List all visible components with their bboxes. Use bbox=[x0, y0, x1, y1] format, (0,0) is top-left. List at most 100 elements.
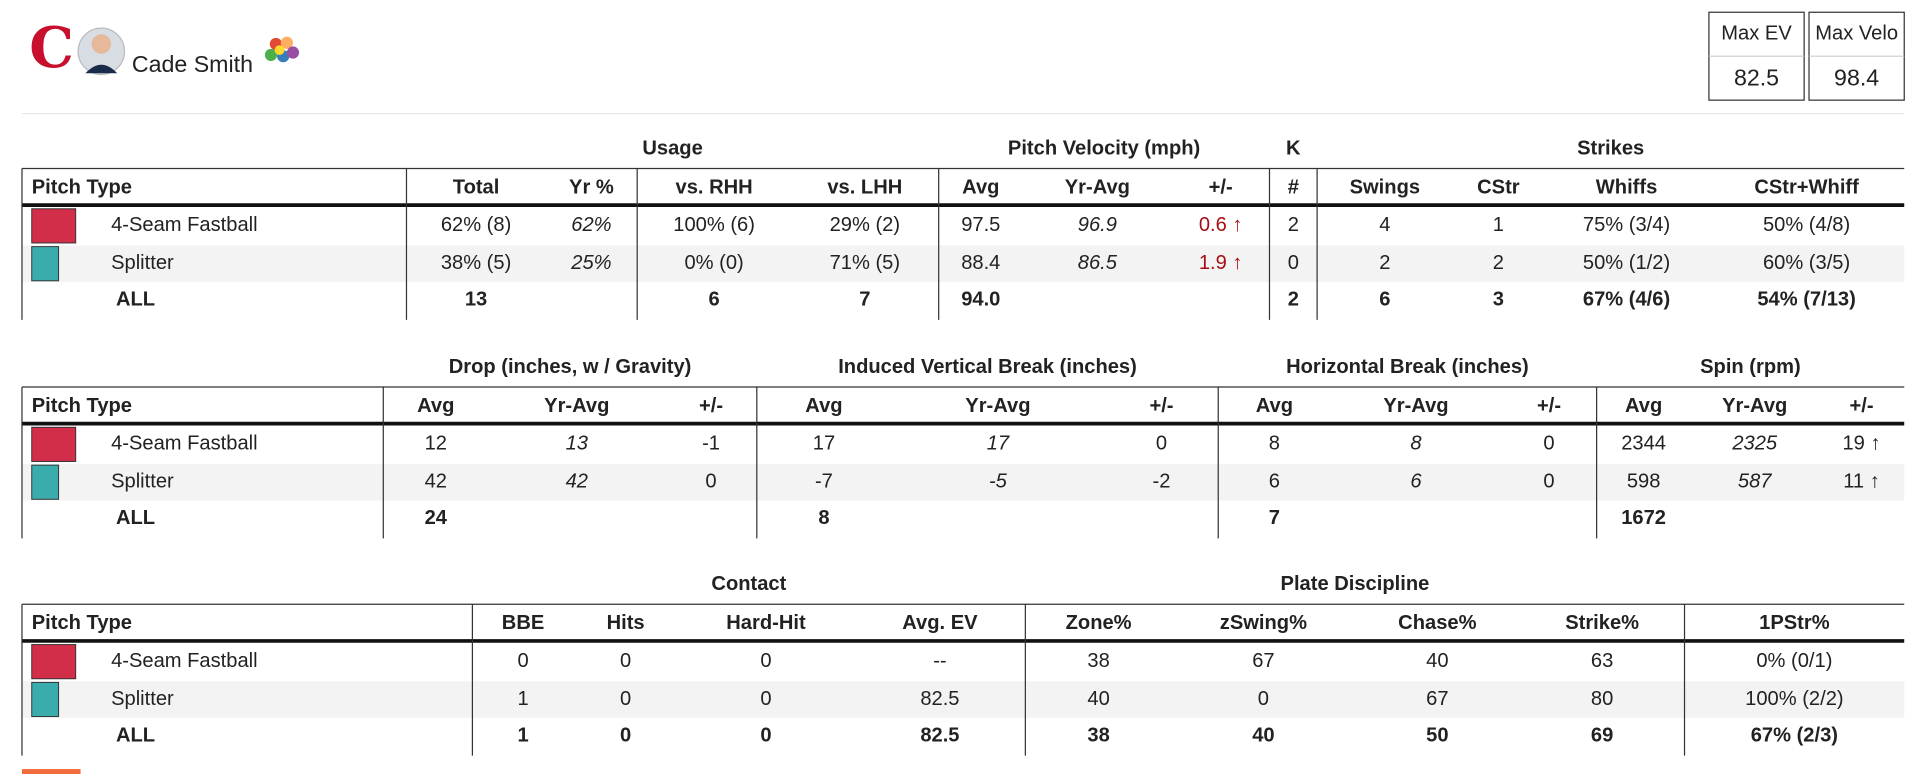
group-header: Usage bbox=[642, 137, 702, 159]
column-header: Yr % bbox=[569, 176, 614, 198]
table-cell: 71% (5) bbox=[830, 252, 900, 274]
table-cell: 3 bbox=[1493, 289, 1504, 311]
group-header: Pitch Velocity (mph) bbox=[1008, 137, 1200, 159]
column-header: +/- bbox=[1209, 176, 1233, 198]
table-cell: 8 bbox=[1410, 433, 1422, 455]
table-cell: 0 bbox=[1543, 471, 1554, 493]
table-cell: 4 bbox=[1379, 214, 1390, 236]
table-cell: 2325 bbox=[1731, 433, 1778, 455]
column-header: Avg. EV bbox=[902, 612, 978, 634]
table-cell: 11 ↑ bbox=[1843, 471, 1880, 493]
column-header: +/- bbox=[699, 395, 723, 417]
table-cell: 6 bbox=[1269, 471, 1280, 493]
column-header: Avg bbox=[417, 395, 454, 417]
pitch-swatch bbox=[31, 246, 60, 282]
row-stripe bbox=[21, 463, 1905, 501]
pitch-name: Splitter bbox=[111, 471, 174, 493]
table-cell: 598 bbox=[1627, 471, 1661, 493]
table-cell: 82.5 bbox=[920, 724, 959, 746]
table-cell: 0 bbox=[620, 650, 631, 672]
table-cell: 0 bbox=[1258, 688, 1269, 710]
table-cell: 0 bbox=[620, 724, 631, 746]
table-cell: 62% bbox=[571, 214, 611, 236]
group-header: Strikes bbox=[1577, 137, 1644, 159]
table-cell: 94.0 bbox=[961, 289, 1000, 311]
column-header: CStr bbox=[1477, 176, 1520, 198]
group-header: Drop (inches, w / Gravity) bbox=[449, 356, 692, 378]
avatar-body bbox=[85, 64, 118, 74]
table-cell: 25% bbox=[570, 252, 611, 274]
table-cell: 100% (6) bbox=[673, 214, 755, 236]
table-cell: 38 bbox=[1087, 650, 1109, 672]
group-header: Horizontal Break (inches) bbox=[1286, 356, 1529, 378]
column-header: Hits bbox=[607, 612, 645, 634]
table-cell: 0 bbox=[1543, 433, 1554, 455]
column-header: Chase% bbox=[1398, 612, 1476, 634]
table-cell: 13 bbox=[465, 289, 487, 311]
table-cell: 0.6 ↑ bbox=[1199, 214, 1243, 236]
column-header: zSwing% bbox=[1220, 612, 1307, 634]
table-cell: 100% (2/2) bbox=[1745, 688, 1843, 710]
table-cell: -1 bbox=[702, 433, 720, 455]
table-cell: 0 bbox=[1288, 252, 1299, 274]
column-header: Strike% bbox=[1565, 612, 1639, 634]
column-header: Swings bbox=[1350, 176, 1420, 198]
column-header: Yr-Avg bbox=[965, 395, 1030, 417]
group-header: K bbox=[1286, 137, 1301, 159]
pitch-swatch bbox=[31, 208, 77, 244]
column-header: +/- bbox=[1149, 395, 1173, 417]
table-cell: 82.5 bbox=[920, 688, 959, 710]
column-header: Avg bbox=[1625, 395, 1662, 417]
table-cell: 1 bbox=[1493, 214, 1504, 236]
table-cell: 6 bbox=[1410, 471, 1422, 493]
table-cell: 75% (3/4) bbox=[1583, 214, 1670, 236]
table-cell: -7 bbox=[815, 471, 833, 493]
avatar-face bbox=[91, 34, 112, 54]
pitch-swatch bbox=[31, 681, 60, 718]
table-cell: 19 ↑ bbox=[1842, 433, 1880, 455]
table-cell: 96.9 bbox=[1078, 214, 1117, 236]
table-cell: 13 bbox=[566, 433, 589, 455]
group-header: Induced Vertical Break (inches) bbox=[838, 356, 1137, 378]
color-icon bbox=[264, 36, 300, 63]
table-cell: 67 bbox=[1252, 650, 1274, 672]
pitch-name: 4-Seam Fastball bbox=[111, 214, 258, 236]
table-cell: 6 bbox=[708, 289, 719, 311]
table-cell: 1 bbox=[517, 724, 528, 746]
table-cell: 0 bbox=[705, 471, 716, 493]
table-cell: 17 bbox=[987, 433, 1010, 455]
column-header: Zone% bbox=[1066, 612, 1132, 634]
total-label: ALL bbox=[116, 289, 155, 311]
table-cell: 38 bbox=[1087, 724, 1109, 746]
table-cell: 2 bbox=[1288, 214, 1299, 236]
table-cell: 63 bbox=[1591, 650, 1613, 672]
table-cell: 2344 bbox=[1621, 433, 1666, 455]
table-cell: 7 bbox=[859, 289, 870, 311]
table-cell: -5 bbox=[989, 471, 1008, 493]
column-header: Yr-Avg bbox=[1722, 395, 1787, 417]
table-cell: 0 bbox=[760, 650, 771, 672]
column-header: Yr-Avg bbox=[1065, 176, 1130, 198]
table-cell: 1.9 ↑ bbox=[1199, 252, 1243, 274]
table-cell: 8 bbox=[1269, 433, 1280, 455]
column-header: Avg bbox=[1256, 395, 1293, 417]
column-header: Avg bbox=[805, 395, 842, 417]
table-cell: 67% (4/6) bbox=[1583, 289, 1670, 311]
column-header: vs. RHH bbox=[676, 176, 753, 198]
column-header: BBE bbox=[502, 612, 545, 634]
table-cell: 50 bbox=[1426, 724, 1448, 746]
table-cell: 587 bbox=[1738, 471, 1772, 493]
pitch-name: Splitter bbox=[111, 252, 174, 274]
table-cell: 42 bbox=[425, 471, 447, 493]
group-header: Spin (rpm) bbox=[1700, 356, 1801, 378]
table-cell: 0% (0/1) bbox=[1756, 650, 1832, 672]
table-cell: 67 bbox=[1426, 688, 1448, 710]
group-header: Contact bbox=[711, 573, 786, 595]
table-cell: 67% (2/3) bbox=[1751, 724, 1838, 746]
column-header: Pitch Type bbox=[32, 395, 132, 417]
table-cell: 0 bbox=[760, 724, 771, 746]
column-header: 1PStr% bbox=[1759, 612, 1830, 634]
table-cell: 38% (5) bbox=[441, 252, 511, 274]
table-cell: 0 bbox=[1156, 433, 1167, 455]
column-header: Pitch Type bbox=[32, 176, 132, 198]
